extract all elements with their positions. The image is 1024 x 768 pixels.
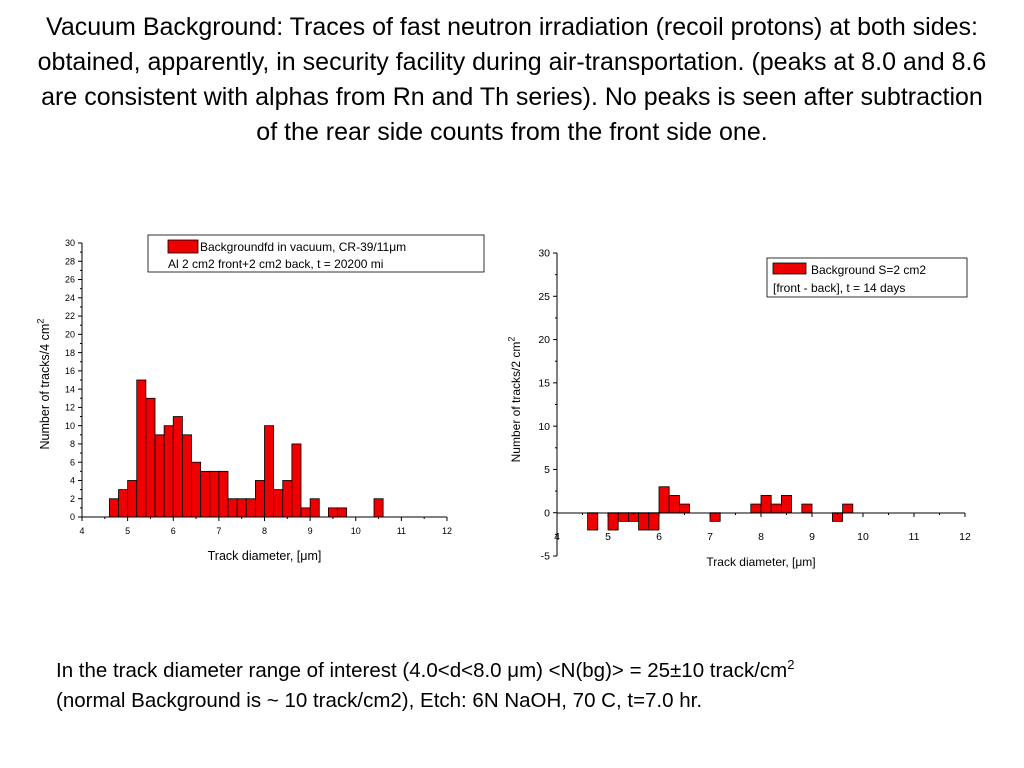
x-tick-label: 12: [959, 531, 971, 543]
x-tick-label: 9: [809, 531, 815, 543]
x-axis-title: Track diameter, [μm]: [706, 555, 815, 569]
footer-line1: In the track diameter range of interest …: [56, 658, 788, 682]
histogram-bar: [617, 512, 629, 522]
x-tick-label: 11: [397, 526, 406, 536]
histogram-bar: [607, 512, 619, 531]
x-tick-label: 7: [216, 526, 221, 536]
y-tick-label: 26: [65, 275, 75, 285]
x-tick-label: 5: [605, 531, 611, 543]
y-tick-label: 25: [538, 291, 550, 303]
slide-title: Vacuum Background: Traces of fast neutro…: [37, 13, 987, 146]
legend-line-2: Al 2 cm2 front+2 cm2 back, t = 20200 mi: [168, 257, 383, 271]
histogram-bar: [801, 503, 813, 514]
x-tick-label: 10: [351, 526, 361, 536]
x-tick-label: 10: [857, 531, 869, 543]
y-tick-label: 24: [65, 293, 75, 303]
x-tick-label: 5: [125, 526, 130, 536]
histogram-bar: [781, 494, 793, 514]
histogram-bar: [760, 494, 772, 514]
histogram-bar: [648, 512, 660, 531]
histogram-bar: [770, 503, 782, 514]
x-tick-label: 4: [554, 531, 560, 543]
histogram-bar: [668, 494, 680, 514]
legend-swatch: [772, 262, 807, 275]
x-axis-title: Track diameter, [μm]: [208, 549, 322, 563]
x-tick-label: 6: [656, 531, 662, 543]
legend-swatch: [167, 239, 199, 254]
x-tick-label: 6: [171, 526, 176, 536]
y-axis-title-superscript: 2: [35, 319, 45, 324]
y-tick-label: 28: [65, 256, 75, 266]
footer-superscript: 2: [787, 657, 795, 672]
y-tick-label: 20: [65, 329, 75, 339]
y-tick-label: 2: [70, 494, 75, 504]
y-tick-label: 14: [65, 384, 75, 394]
y-axis-title-text: Number of tracks/4 cm: [38, 324, 52, 450]
y-tick-label: 5: [544, 464, 550, 476]
footer-text: In the track diameter range of interest …: [56, 650, 1006, 716]
y-axis-title-text: Number of tracks/2 cm: [509, 342, 523, 463]
legend-line-1: Backgroundfd in vacuum, CR-39/11μm: [200, 240, 406, 254]
histogram-bar: [638, 512, 650, 531]
x-tick-label: 9: [308, 526, 313, 536]
legend-box: [147, 234, 485, 273]
histogram-bar: [658, 486, 670, 514]
x-tick-label: 12: [442, 526, 452, 536]
chart-left: 4 5 6 7 8 9 10 11 12024681012141618202224262830T…: [35, 234, 485, 563]
legend-line-2: [front - back], t = 14 days: [773, 281, 905, 295]
histogram-bar: [587, 512, 599, 531]
y-tick-label: 8: [70, 439, 75, 449]
y-tick-label: 0: [70, 512, 75, 522]
histogram-bar: [679, 503, 691, 514]
y-tick-label: 0: [544, 507, 550, 519]
y-tick-label: -5: [541, 551, 550, 563]
x-tick-label: 8: [262, 526, 267, 536]
y-tick-label: 22: [65, 311, 75, 321]
x-tick-label: 11: [909, 531, 920, 543]
y-axis-title: Number of tracks/4 cm2: [35, 319, 52, 450]
histogram-bar: [750, 503, 762, 514]
y-axis-title: Number of tracks/2 cm2: [507, 337, 523, 463]
y-tick-label: 6: [70, 457, 75, 467]
y-axis-title-superscript: 2: [507, 337, 517, 342]
y-tick-label: 16: [65, 366, 75, 376]
x-tick-label: 4: [79, 526, 84, 536]
y-tick-label: 20: [538, 334, 550, 346]
y-tick-label: 30: [538, 248, 550, 260]
footer-line2: (normal Background is ~ 10 track/cm2), E…: [56, 688, 703, 712]
histogram-bar: [709, 512, 721, 522]
y-tick-label: 4: [70, 476, 75, 486]
chart-right: 4 5 6 7 8 9 10 11 12 -5 0 5 10 15 20 25 30 Track diameter…: [507, 248, 971, 569]
legend: Background S=2 cm2 [front - back], t = 14…: [766, 257, 968, 298]
y-tick-label: 10: [538, 421, 550, 433]
legend-line-1: Background S=2 cm2: [811, 263, 926, 277]
legend: Backgroundfd in vacuum, CR-39/11μm Al 2 c…: [147, 234, 485, 273]
y-tick-label: 15: [538, 378, 550, 390]
y-tick-label: 10: [65, 421, 75, 431]
y-tick-label: 18: [65, 348, 75, 358]
y-tick-label: 12: [65, 403, 75, 413]
y-tick-label: 30: [65, 238, 75, 248]
x-tick-label: 7: [707, 531, 713, 543]
histogram-bar: [842, 503, 854, 514]
x-tick-label: 8: [758, 531, 764, 543]
